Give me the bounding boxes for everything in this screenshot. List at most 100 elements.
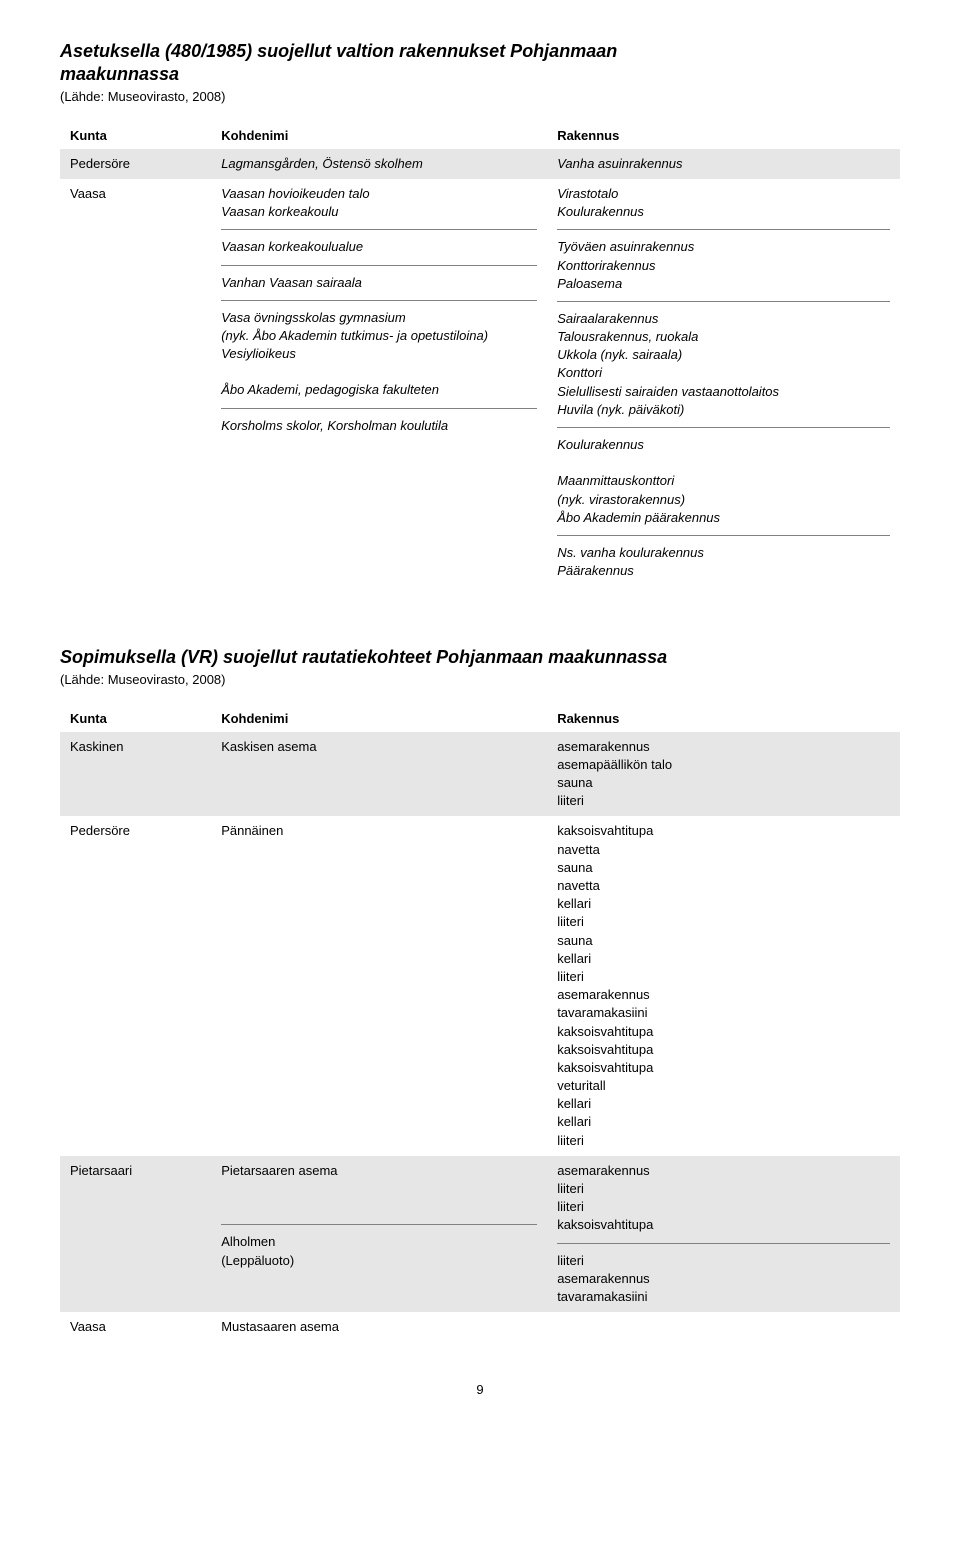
text: kaksoisvahtitupa [557,1042,653,1057]
text: Vasa övningsskolas gymnasium [221,310,406,325]
section1-heading: Asetuksella (480/1985) suojellut valtion… [60,40,900,87]
text: sauna [557,775,592,790]
heading-line2: maakunnassa [60,64,179,84]
table-row: Pietarsaari Pietarsaaren asema Alholmen … [60,1156,900,1312]
text: Ns. vanha koulurakennus [557,545,704,560]
text: (Leppäluoto) [221,1253,294,1268]
divider [221,1224,537,1225]
text: asemarakennus [557,1271,650,1286]
text: sauna [557,860,592,875]
text: Vesiylioikeus [221,346,296,361]
section1-source: (Lähde: Museovirasto, 2008) [60,89,900,104]
text: Maanmittauskonttori [557,473,674,488]
table-2: Kunta Kohdenimi Rakennus Kaskinen Kaskis… [60,705,900,1343]
text: kaksoisvahtitupa [557,1060,653,1075]
text: asemarakennus [557,987,650,1002]
text: Åbo Akademin päärakennus [557,510,720,525]
text: Talousrakennus, ruokala [557,329,698,344]
cell-kunta: Kaskinen [60,732,211,817]
text: Vanhan Vaasan sairaala [221,275,362,290]
divider [557,229,890,230]
table-row: Pedersöre Pännäinen kaksoisvahtitupa nav… [60,816,900,1155]
cell-kunta: Vaasa [60,1312,211,1342]
text: liiteri [557,793,584,808]
col-rakennus: Rakennus [547,705,900,732]
text: liiteri [557,1181,584,1196]
table-1: Kunta Kohdenimi Rakennus Pedersöre Lagma… [60,122,900,587]
divider [557,535,890,536]
text: Vaasan korkeakoulualue [221,239,363,254]
page-number: 9 [60,1382,900,1397]
cell-rakennus: kaksoisvahtitupa navetta sauna navetta k… [547,816,900,1155]
text: kaksoisvahtitupa [557,1217,653,1232]
text: Virastotalo [557,186,618,201]
text: Åbo Akademi, pedagogiska fakulteten [221,382,439,397]
divider [221,408,537,409]
text: asemapäällikön talo [557,757,672,772]
text: Konttori [557,365,602,380]
text: (nyk. Åbo Akademin tutkimus- ja opetusti… [221,328,488,343]
heading-line1: Asetuksella (480/1985) suojellut valtion… [60,41,617,61]
table-row: Pedersöre Lagmansgården, Östensö skolhem… [60,149,900,179]
text: Sielullisesti sairaiden vastaanottolaito… [557,384,779,399]
text: liiteri [557,1133,584,1148]
text: Sairaalarakennus [557,311,658,326]
text: navetta [557,842,600,857]
text: Vaasan korkeakoulu [221,204,338,219]
cell-kunta: Pedersöre [60,816,211,1155]
text: Pietarsaaren asema [221,1163,337,1178]
text: Paloasema [557,276,622,291]
text: liiteri [557,1199,584,1214]
text: navetta [557,878,600,893]
text: Korsholms skolor, Korsholman koulutila [221,418,448,433]
divider [221,300,537,301]
divider [221,229,537,230]
text: tavaramakasiini [557,1005,647,1020]
col-kunta: Kunta [60,705,211,732]
divider [557,301,890,302]
table-row: Vaasa Vaasan hovioikeuden talo Vaasan ko… [60,179,900,586]
cell-kunta: Vaasa [60,179,211,586]
divider [221,265,537,266]
col-kohdenimi: Kohdenimi [211,122,547,149]
text: tavaramakasiini [557,1289,647,1304]
col-rakennus: Rakennus [547,122,900,149]
text: Konttorirakennus [557,258,655,273]
cell-kohdenimi: Pietarsaaren asema Alholmen (Leppäluoto) [211,1156,547,1312]
cell-rakennus: Vanha asuinrakennus [547,149,900,179]
text: kaksoisvahtitupa [557,823,653,838]
cell-kohdenimi: Lagmansgården, Östensö skolhem [211,149,547,179]
table-row: Vaasa Mustasaaren asema [60,1312,900,1342]
text: asemarakennus [557,1163,650,1178]
text: Huvila (nyk. päiväkoti) [557,402,684,417]
text: kellari [557,1114,591,1129]
cell-rakennus: Virastotalo Koulurakennus Työväen asuinr… [547,179,900,586]
cell-kohdenimi: Pännäinen [211,816,547,1155]
col-kunta: Kunta [60,122,211,149]
cell-kunta: Pedersöre [60,149,211,179]
section2-heading: Sopimuksella (VR) suojellut rautatiekoht… [60,646,900,669]
text: kellari [557,1096,591,1111]
text: kellari [557,896,591,911]
text: Alholmen [221,1234,275,1249]
text: sauna [557,933,592,948]
cell-rakennus: asemarakennus asemapäällikön talo sauna … [547,732,900,817]
cell-kohdenimi: Mustasaaren asema [211,1312,547,1342]
cell-rakennus [547,1312,900,1342]
divider [557,427,890,428]
text: liiteri [557,969,584,984]
section2-source: (Lähde: Museovirasto, 2008) [60,672,900,687]
text: Päärakennus [557,563,634,578]
cell-rakennus: asemarakennus liiteri liiteri kaksoisvah… [547,1156,900,1312]
text: Koulurakennus [557,204,644,219]
text: kaksoisvahtitupa [557,1024,653,1039]
cell-kunta: Pietarsaari [60,1156,211,1312]
text: Vaasan hovioikeuden talo [221,186,369,201]
text: asemarakennus [557,739,650,754]
cell-kohdenimi: Vaasan hovioikeuden talo Vaasan korkeako… [211,179,547,586]
text: (nyk. virastorakennus) [557,492,685,507]
divider [557,1243,890,1244]
text: kellari [557,951,591,966]
cell-kohdenimi: Kaskisen asema [211,732,547,817]
text: Koulurakennus [557,437,644,452]
